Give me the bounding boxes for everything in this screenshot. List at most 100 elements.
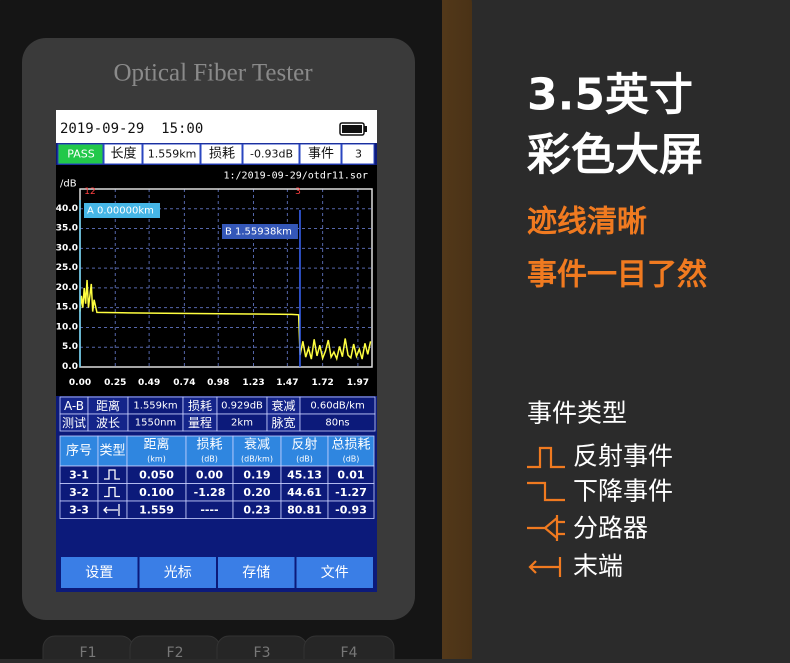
- event-header-unit: (dB/km): [241, 455, 273, 464]
- event-text: 3-2: [69, 486, 89, 499]
- event-header-unit: (dB): [201, 455, 218, 464]
- cursor-label: A 0.00000km: [87, 206, 154, 217]
- event-marker: 3: [295, 187, 301, 197]
- event-type-icon: [103, 504, 120, 516]
- lcd-header: [56, 110, 377, 143]
- headline: 3.5英寸: [527, 70, 693, 121]
- legend-item: 反射事件: [573, 442, 673, 471]
- event-text: 80.81: [287, 504, 322, 517]
- battery-level: [342, 125, 362, 133]
- soft-button: [218, 557, 295, 588]
- splitter-icon: [527, 515, 565, 541]
- y-unit: /dB: [60, 179, 77, 190]
- soft-button-label: 设置: [85, 565, 113, 581]
- legend-item: 末端: [573, 552, 623, 581]
- event-header-cell: [232, 435, 282, 467]
- file-name: 1:/2019-09-29/otdr11.sor: [224, 171, 369, 182]
- status-text: 损耗: [209, 147, 235, 162]
- measure-text: 脉宽: [271, 415, 295, 430]
- event-text: 0.00: [196, 469, 223, 482]
- x-tick-label: 0.49: [138, 378, 160, 388]
- datetime: 2019-09-29 15:00: [60, 121, 203, 137]
- headline: 彩色大屏: [527, 130, 703, 181]
- x-tick-label: 1.23: [242, 378, 264, 388]
- soft-button-label: 存储: [242, 565, 270, 581]
- event-text: 1.559: [139, 504, 174, 517]
- soft-button: [61, 557, 138, 588]
- y-tick-label: 35.0: [56, 224, 78, 234]
- measure-text: 量程: [188, 415, 212, 430]
- y-tick-label: 0.0: [62, 362, 78, 372]
- device-label: Optical Fiber Tester: [113, 60, 313, 87]
- event-text: 3-1: [69, 469, 89, 482]
- event-header: 反射: [291, 437, 317, 453]
- legend-item: 下降事件: [573, 477, 673, 506]
- event-header: 衰减: [244, 437, 270, 453]
- event-cell: [97, 465, 128, 484]
- event-text: ----: [200, 504, 218, 517]
- feature: 迹线清晰: [527, 205, 647, 240]
- event-marker: 12: [84, 187, 95, 197]
- cursor-label: B 1.55938km: [225, 227, 292, 238]
- feature: 事件一目了然: [527, 258, 707, 293]
- status-cell: [299, 143, 342, 165]
- measure-text: 0.929dB: [221, 401, 263, 412]
- soft-button: [296, 557, 373, 588]
- event-text: 0.19: [243, 469, 270, 482]
- x-tick-label: 1.72: [312, 378, 334, 388]
- battery-tip: [364, 126, 367, 132]
- event-text: 0.20: [243, 486, 270, 499]
- soft-button: [139, 557, 216, 588]
- x-tick-label: 0.74: [173, 378, 195, 388]
- event-text: 45.13: [287, 469, 322, 482]
- event-header: 损耗: [196, 438, 222, 453]
- measure-text: 测试: [62, 415, 86, 430]
- x-tick-label: 1.47: [276, 378, 298, 388]
- status-text: -0.93dB: [250, 148, 293, 161]
- promo: 3.5英寸 彩色大屏 迹线清晰 事件一目了然 事件类型 反射事件 下降事件 分路…: [527, 70, 707, 581]
- measure-text: 损耗: [188, 399, 212, 413]
- event-text: 0.01: [337, 469, 364, 482]
- event-text: -1.27: [335, 486, 367, 499]
- event-text: -1.28: [194, 486, 226, 499]
- status-cell: [242, 143, 300, 165]
- reflect-icon: [527, 446, 565, 469]
- status-cell: [341, 143, 375, 165]
- x-tick-label: 0.00: [69, 378, 91, 388]
- measure-text: 1.559km: [133, 401, 177, 412]
- status-cell: [142, 143, 201, 165]
- soft-button-label: 光标: [164, 565, 192, 581]
- trace: [79, 279, 372, 362]
- plot-area: [56, 165, 377, 396]
- y-tick-label: 25.0: [56, 263, 78, 273]
- event-header-unit: (km): [147, 455, 166, 464]
- y-tick-label: 5.0: [62, 342, 78, 352]
- legend-item: 分路器: [573, 514, 648, 543]
- x-tick-label: 0.25: [104, 378, 126, 388]
- measure-text: A-B: [64, 399, 84, 413]
- measure-text: 距离: [96, 398, 120, 413]
- y-tick-label: 15.0: [56, 303, 78, 313]
- status-text: 1.559km: [148, 148, 197, 161]
- status-cell: [200, 143, 243, 165]
- y-tick-label: 10.0: [56, 322, 78, 332]
- measure-text: 波长: [96, 416, 120, 430]
- event-header-cell: [327, 435, 375, 467]
- status-cell: [103, 143, 143, 165]
- measure-text: 衰减: [271, 398, 295, 413]
- event-header-cell: [126, 435, 187, 467]
- event-type-icon: [104, 486, 120, 498]
- event-text: 0.100: [139, 486, 174, 499]
- event-text: 44.61: [287, 486, 322, 499]
- soft-button-label: 文件: [321, 565, 349, 581]
- cursor-label-box: [84, 203, 160, 218]
- status-text: PASS: [67, 148, 94, 161]
- status-text: 事件: [308, 147, 334, 162]
- event-header: 总损耗: [331, 438, 370, 453]
- drop-icon: [527, 481, 565, 502]
- function-key-label: F1: [80, 645, 97, 659]
- event-text: -0.93: [335, 504, 367, 517]
- event-text: 0.050: [139, 469, 174, 482]
